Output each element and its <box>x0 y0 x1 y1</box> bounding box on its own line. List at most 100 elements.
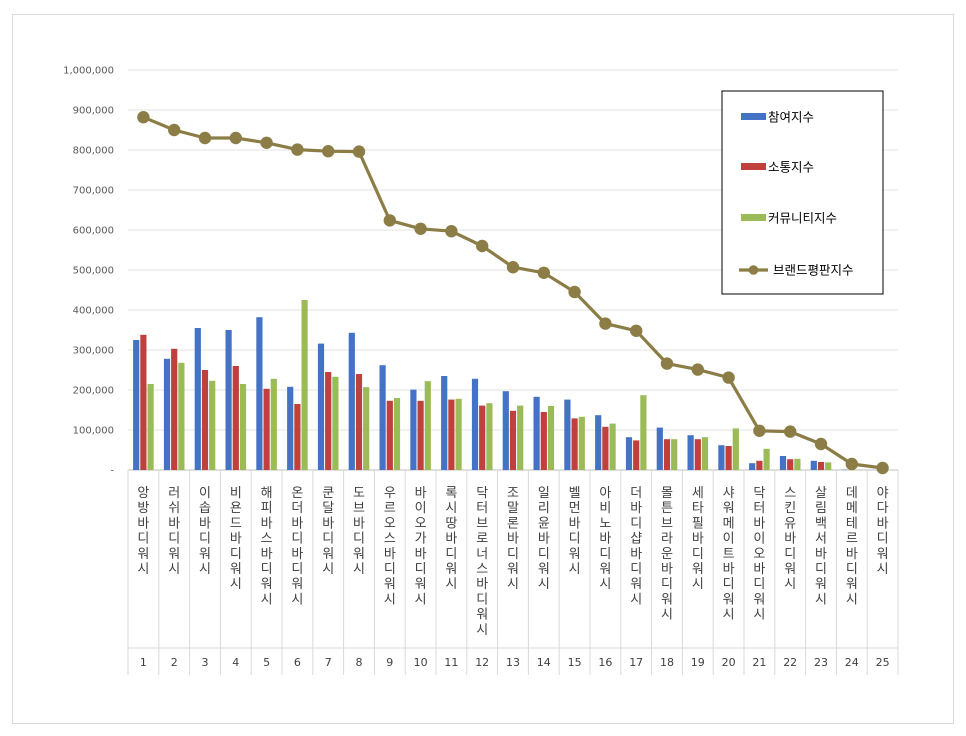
bar-커뮤니티지수 <box>270 378 277 470</box>
brand-reputation-point <box>876 461 889 475</box>
bar-소통지수 <box>171 348 178 470</box>
y-tick-label: 700,000 <box>73 186 114 197</box>
bar-참여지수 <box>194 328 201 470</box>
bar-참여지수 <box>502 391 509 470</box>
bar-소통지수 <box>725 446 732 470</box>
rank-label: 18 <box>660 656 674 669</box>
legend-label: 브랜드평판지수 <box>773 263 854 278</box>
legend-swatch-참여지수 <box>741 113 766 120</box>
bar-참여지수 <box>441 376 448 470</box>
rank-label: 7 <box>325 656 332 669</box>
bar-소통지수 <box>448 399 455 470</box>
rank-label: 11 <box>444 656 458 669</box>
brand-reputation-point <box>383 214 396 227</box>
rank-label: 6 <box>294 656 301 669</box>
rank-label: 12 <box>475 656 489 669</box>
brand-reputation-point <box>691 363 704 376</box>
brand-reputation-point <box>168 123 181 137</box>
rank-label: 3 <box>202 656 209 669</box>
bar-소통지수 <box>140 334 147 470</box>
brand-reputation-point <box>322 145 335 158</box>
brand-reputation-point <box>537 266 550 279</box>
rank-label: 10 <box>414 656 428 669</box>
bar-커뮤니티지수 <box>671 439 678 470</box>
bar-소통지수 <box>787 459 794 470</box>
bar-참여지수 <box>810 460 817 470</box>
bar-소통지수 <box>602 426 609 470</box>
legend-swatch-소통지수 <box>741 163 766 170</box>
rank-label: 21 <box>752 656 766 669</box>
brand-reputation-point <box>445 225 458 238</box>
bar-소통지수 <box>479 405 486 470</box>
bar-참여지수 <box>225 330 232 470</box>
y-tick-label: 1,000,000 <box>63 66 114 77</box>
bar-커뮤니티지수 <box>732 428 739 470</box>
bar-소통지수 <box>571 418 578 470</box>
rank-label: 22 <box>783 656 797 669</box>
bar-커뮤니티지수 <box>763 448 770 470</box>
bar-커뮤니티지수 <box>517 405 524 470</box>
rank-label: 14 <box>537 656 551 669</box>
rank-label: 16 <box>598 656 612 669</box>
rank-label: 8 <box>356 656 363 669</box>
legend-swatch-커뮤니티지수 <box>741 214 766 221</box>
bar-소통지수 <box>294 404 301 470</box>
y-tick-label: 500,000 <box>73 266 114 277</box>
bar-소통지수 <box>817 462 825 470</box>
bar-참여지수 <box>410 389 417 470</box>
brand-reputation-point <box>506 261 520 274</box>
brand-reputation-point <box>198 131 212 145</box>
y-tick-label: 100,000 <box>73 426 114 437</box>
bar-커뮤니티지수 <box>424 381 431 470</box>
bar-소통지수 <box>694 439 701 470</box>
y-tick-label: 300,000 <box>73 346 114 357</box>
bar-참여지수 <box>471 378 479 470</box>
rank-label: 25 <box>876 656 890 669</box>
brand-reputation-point <box>568 285 581 299</box>
bar-소통지수 <box>386 400 393 470</box>
y-tick-label: 400,000 <box>73 306 114 317</box>
brand-reputation-point <box>630 324 643 337</box>
bar-커뮤니티지수 <box>332 376 339 470</box>
bar-소통지수 <box>509 410 517 470</box>
bar-커뮤니티지수 <box>178 362 185 470</box>
bar-커뮤니티지수 <box>794 458 801 470</box>
rank-label: 24 <box>845 656 859 669</box>
bar-커뮤니티지수 <box>301 300 308 470</box>
bar-참여지수 <box>163 358 171 470</box>
rank-label: 17 <box>629 656 643 669</box>
brand-reputation-point <box>291 143 304 156</box>
brand-reputation-point <box>845 457 858 471</box>
bar-커뮤니티지수 <box>640 395 647 470</box>
brand-reputation-point <box>753 424 766 437</box>
bar-참여지수 <box>533 396 540 470</box>
legend-label: 참여지수 <box>768 110 814 125</box>
rank-label: 20 <box>722 656 736 669</box>
bar-커뮤니티지수 <box>578 416 585 470</box>
bar-참여지수 <box>256 317 263 470</box>
bar-소통지수 <box>633 440 640 470</box>
bar-커뮤니티지수 <box>393 398 401 470</box>
y-tick-label: 900,000 <box>73 106 114 117</box>
legend-marker-swatch <box>748 265 759 275</box>
bar-커뮤니티지수 <box>239 384 247 470</box>
bar-참여지수 <box>287 386 294 470</box>
bar-커뮤니티지수 <box>701 437 709 470</box>
rank-label: 15 <box>568 656 582 669</box>
